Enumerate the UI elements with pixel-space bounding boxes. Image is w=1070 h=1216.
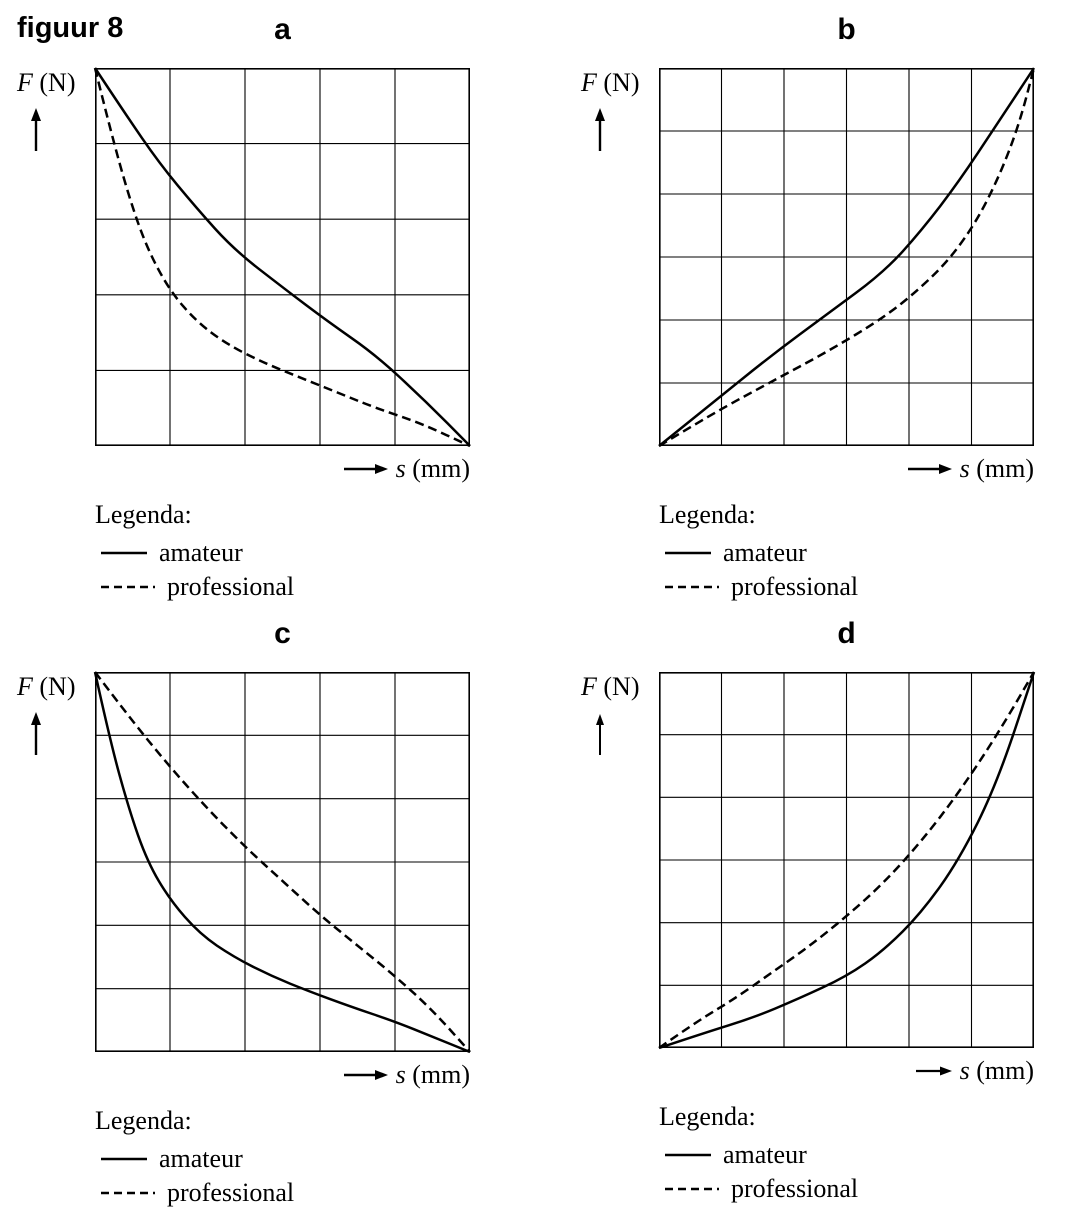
figure-label: figuur 8 <box>17 12 124 44</box>
legend-item-amateur: amateur <box>659 536 1039 570</box>
legend-item-professional: professional <box>659 570 1039 604</box>
legend-label: professional <box>167 572 295 601</box>
legend-label: amateur <box>723 538 807 567</box>
up-arrow-icon <box>31 108 41 151</box>
legend-item-professional: professional <box>95 570 475 604</box>
plot-area-c <box>93 671 471 1054</box>
x-axis-label: s (mm) <box>15 454 470 490</box>
x-axis-label: s (mm) <box>15 1060 470 1096</box>
legend-item-amateur: amateur <box>95 536 475 570</box>
legend-item-professional: professional <box>95 1176 475 1210</box>
up-arrow-icon <box>595 108 605 151</box>
x-axis-label: s (mm) <box>579 1056 1034 1092</box>
legend: Legenda: amateur professional <box>659 500 1039 604</box>
y-axis-unit: (N) <box>603 68 640 97</box>
plot-area-b <box>658 67 1036 448</box>
legend-item-professional: professional <box>659 1172 1039 1206</box>
y-axis-unit: (N) <box>39 68 76 97</box>
dashed-line-swatch <box>665 1187 719 1191</box>
dashed-line-swatch <box>101 1191 155 1195</box>
solid-line-swatch <box>101 551 147 555</box>
chart-panel-c: c F (N) s (mm) Legenda: amateur professi… <box>15 612 475 1210</box>
right-arrow-icon <box>343 464 388 475</box>
legend-label: amateur <box>159 1144 243 1173</box>
legend: Legenda: amateur professional <box>95 500 475 604</box>
plot-area-d <box>658 671 1036 1050</box>
solid-line-swatch <box>665 1153 711 1157</box>
up-arrow-icon <box>31 712 41 755</box>
legend-label: professional <box>731 572 859 601</box>
right-arrow-icon <box>907 464 952 475</box>
y-axis-unit: (N) <box>603 672 640 701</box>
chart-title-a: a <box>274 13 291 46</box>
chart-title-b: b <box>837 13 856 46</box>
x-axis-unit: (mm) <box>412 1060 470 1089</box>
legend: Legenda: amateur professional <box>659 1102 1039 1206</box>
chart-title-c: c <box>274 617 291 650</box>
x-axis-unit: (mm) <box>976 1056 1034 1085</box>
y-axis-variable: F <box>17 672 33 701</box>
solid-line-swatch <box>665 551 711 555</box>
legend-title: Legenda: <box>95 500 192 529</box>
up-arrow-icon <box>596 714 604 755</box>
legend-title: Legenda: <box>95 1106 192 1135</box>
y-axis-label: F (N) <box>15 68 95 446</box>
chart-panel-b: b F (N) s (mm) Legenda: amateur professi… <box>579 8 1039 604</box>
right-arrow-icon <box>343 1070 388 1081</box>
chart-title-d: d <box>837 617 856 650</box>
x-axis-unit: (mm) <box>412 454 470 483</box>
x-axis-variable: s <box>959 454 970 483</box>
legend-item-amateur: amateur <box>95 1142 475 1176</box>
x-axis-unit: (mm) <box>976 454 1034 483</box>
solid-line-swatch <box>101 1157 147 1161</box>
x-axis-variable: s <box>395 454 406 483</box>
y-axis-label: F (N) <box>579 68 659 446</box>
y-axis-unit: (N) <box>39 672 76 701</box>
chart-panel-d: d F (N) s (mm) Legenda: amateur professi… <box>579 612 1039 1206</box>
y-axis-variable: F <box>581 68 597 97</box>
y-axis-label: F (N) <box>579 672 659 1048</box>
x-axis-label: s (mm) <box>579 454 1034 490</box>
legend: Legenda: amateur professional <box>95 1106 475 1210</box>
plot-area-a <box>93 67 471 448</box>
y-axis-variable: F <box>17 68 33 97</box>
right-arrow-icon <box>915 1066 952 1076</box>
dashed-line-swatch <box>101 585 155 589</box>
legend-item-amateur: amateur <box>659 1138 1039 1172</box>
legend-label: amateur <box>159 538 243 567</box>
legend-label: amateur <box>723 1140 807 1169</box>
legend-label: professional <box>167 1178 295 1207</box>
y-axis-variable: F <box>581 672 597 701</box>
dashed-line-swatch <box>665 585 719 589</box>
legend-title: Legenda: <box>659 500 756 529</box>
y-axis-label: F (N) <box>15 672 95 1052</box>
legend-label: professional <box>731 1174 859 1203</box>
legend-title: Legenda: <box>659 1102 756 1131</box>
x-axis-variable: s <box>395 1060 406 1089</box>
chart-panel-a: a F (N) s (mm) Legenda: amateur professi… <box>15 8 475 604</box>
x-axis-variable: s <box>959 1056 970 1085</box>
